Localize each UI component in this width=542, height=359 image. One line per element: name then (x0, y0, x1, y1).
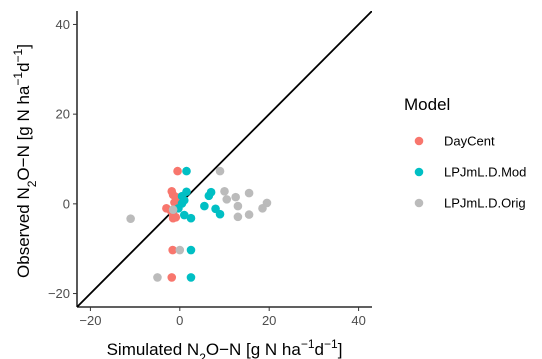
legend-title: Model (404, 95, 450, 114)
data-point (153, 273, 162, 282)
legend: Model DayCent LPJmL.D.Mod LPJmL.D.Orig (404, 95, 526, 211)
data-points (126, 166, 272, 282)
x-tick-label: 40 (351, 313, 365, 328)
data-point (126, 214, 135, 223)
data-point (182, 166, 191, 176)
x-tick-label: 20 (262, 313, 276, 328)
data-point (200, 201, 209, 211)
plot-panel (77, 11, 372, 307)
legend-item: LPJmL.D.Orig (414, 196, 526, 211)
y-tick-label: 40 (56, 17, 70, 32)
series-daycent (162, 166, 182, 282)
data-point (173, 166, 182, 176)
data-point (204, 191, 214, 201)
data-point (179, 210, 189, 220)
legend-item: LPJmL.D.Mod (414, 165, 526, 180)
data-point (175, 245, 185, 255)
legend-label: DayCent (444, 134, 495, 149)
y-tick-label: −20 (48, 286, 70, 301)
x-axis-title: Simulated N2O−N [g N ha−1d−1] (107, 337, 343, 359)
data-point (215, 166, 225, 176)
y-axis-title: Observed N2O−N [g N ha−1d−1] (11, 44, 39, 278)
data-point (244, 210, 254, 219)
data-point (220, 186, 229, 196)
data-point (168, 205, 178, 214)
data-point (186, 213, 196, 223)
data-point (231, 192, 240, 202)
axes: −20 0 20 40 −20 0 20 40 Simulated N2O−N [g N ha−… (11, 11, 372, 359)
data-point (215, 209, 225, 219)
data-point (168, 245, 177, 255)
legend-key (414, 198, 424, 208)
legend-key (414, 167, 424, 177)
legend-key (414, 136, 424, 146)
data-point (186, 245, 196, 255)
series-lpjml-d-mod (174, 166, 225, 282)
data-point (168, 213, 178, 223)
legend-item: DayCent (414, 134, 495, 149)
data-point (258, 204, 267, 213)
one-to-one-line (77, 11, 372, 307)
legend-label: LPJmL.D.Orig (444, 196, 526, 211)
x-tick-label: −20 (79, 313, 101, 328)
data-point (186, 273, 196, 282)
data-point (244, 188, 254, 198)
data-point (222, 195, 232, 204)
data-point (167, 273, 177, 282)
data-point (233, 212, 243, 222)
legend-label: LPJmL.D.Mod (444, 165, 526, 180)
y-tick-label: 0 (63, 196, 70, 211)
series-lpjml-d-orig (126, 166, 272, 282)
data-point (233, 201, 243, 211)
y-tick-label: 20 (56, 107, 70, 122)
x-tick-label: 0 (176, 313, 183, 328)
